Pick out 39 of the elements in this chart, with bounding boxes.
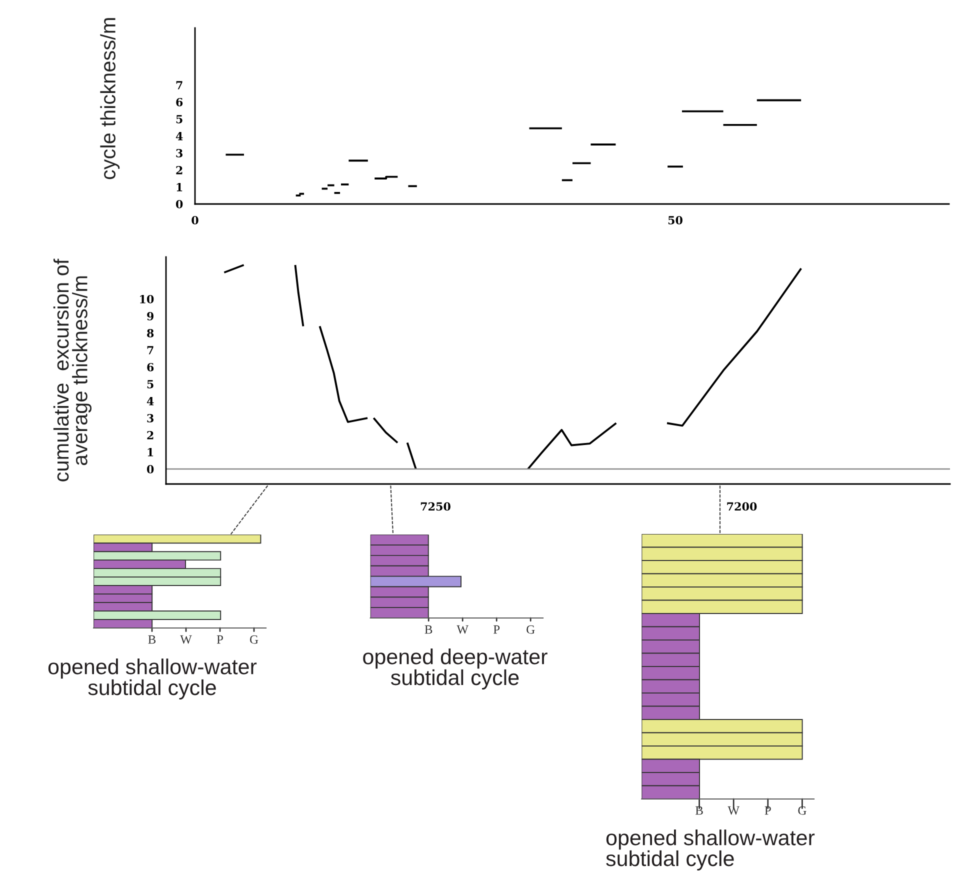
y-tick-label: 4	[146, 396, 154, 406]
text: W	[456, 625, 468, 634]
text: P	[764, 806, 771, 815]
y-tick-label: 1	[176, 182, 182, 192]
y-axis-title: cycle thickness/m	[100, 18, 120, 180]
y-tick-label: 2	[147, 431, 154, 440]
text: opened shallow-water subtidal cycle	[606, 830, 815, 870]
text: W	[180, 635, 192, 644]
y-tick-label: 7	[176, 81, 182, 90]
y-tick-label: 10	[140, 294, 154, 304]
text: opened deep-water subtidal cycle	[363, 648, 548, 690]
y-tick-label: 9	[147, 312, 154, 320]
x-tick-label: 7250	[420, 502, 450, 511]
text: G	[526, 625, 535, 634]
y-axis-title: cumulative excursion of average thickness/m	[53, 258, 92, 482]
y-tick-label: 3	[147, 414, 154, 422]
y-tick-label: 0	[176, 200, 183, 208]
y-tick-label: 5	[147, 380, 154, 388]
y-tick-label: 5	[176, 115, 182, 124]
text: G	[250, 635, 258, 644]
x-tick-label: 50	[668, 216, 682, 224]
y-tick-label: 1	[148, 448, 154, 456]
text: opened shallow-water subtidal cycle	[48, 658, 257, 700]
y-tick-label: 6	[176, 98, 183, 106]
y-tick-label: 2	[176, 166, 182, 174]
text: P	[216, 635, 223, 644]
y-tick-label: 3	[176, 148, 182, 158]
x-tick-label: 7200	[727, 502, 757, 511]
text: B	[424, 625, 432, 634]
y-tick-label: 6	[147, 362, 154, 372]
y-tick-label: 0	[146, 465, 154, 474]
y-tick-label: 8	[147, 328, 154, 338]
y-tick-label: 7	[147, 346, 154, 354]
text: B	[695, 806, 703, 815]
text: B	[148, 635, 156, 644]
text: P	[493, 625, 500, 634]
y-tick-label: 4	[176, 132, 183, 140]
text: G	[798, 806, 806, 815]
text: W	[728, 806, 740, 815]
